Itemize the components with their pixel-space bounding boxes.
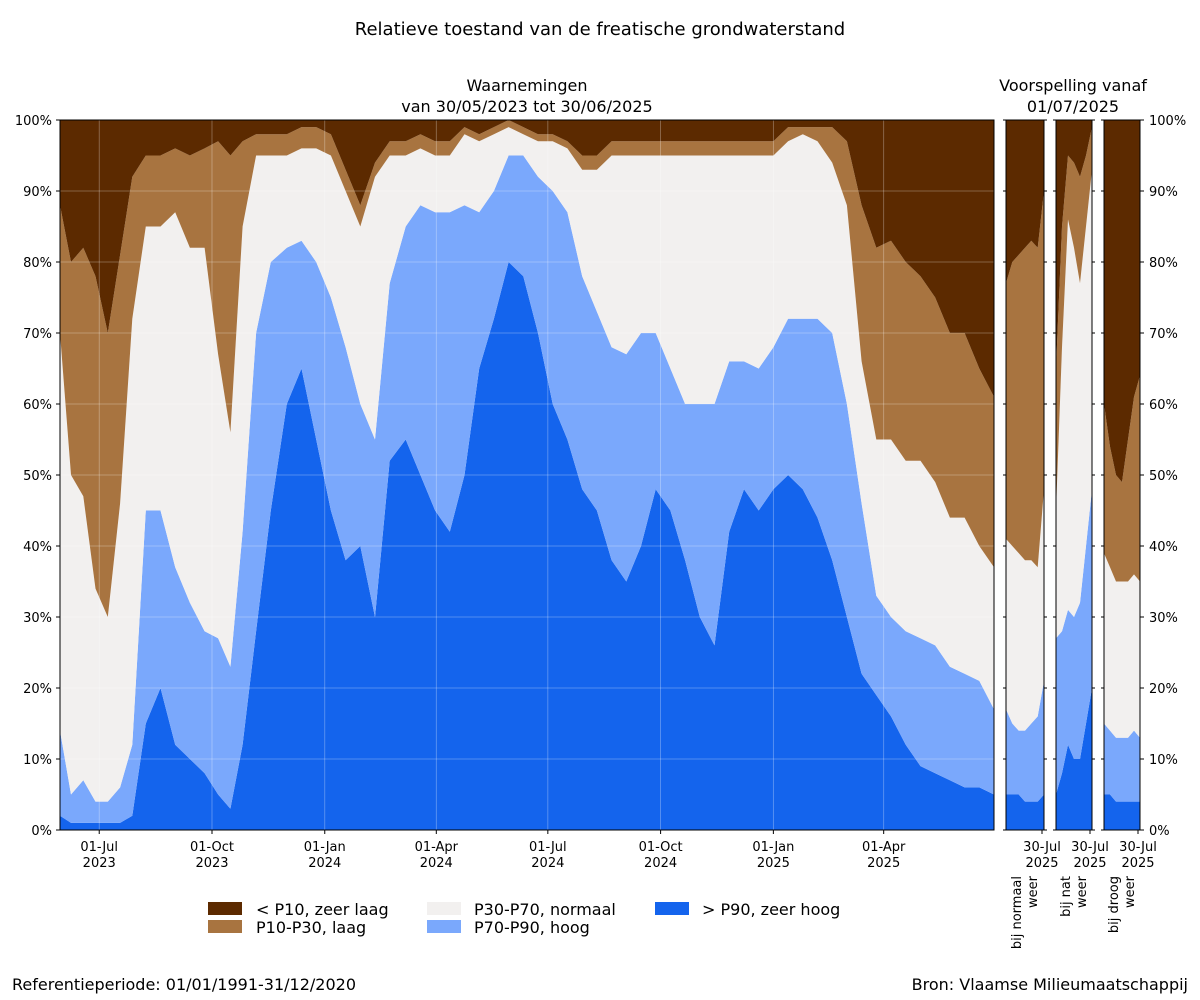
x-tick-label: 2025 [757, 856, 790, 871]
y-tick-label: 30% [1149, 611, 1178, 626]
x-tick-label: 01-Apr [862, 840, 906, 855]
x-tick-label: 2024 [420, 856, 453, 871]
y-tick-label: 100% [1149, 114, 1186, 129]
scenario-label: weer [1026, 875, 1041, 908]
y-tick-label: 70% [1149, 327, 1178, 342]
legend-swatch-laag [208, 920, 242, 933]
forecast-area-hoog [1104, 723, 1140, 802]
y-tick-label: 100% [15, 114, 52, 129]
x-tick-label: 2023 [83, 856, 116, 871]
y-tick-label: 60% [1149, 398, 1178, 413]
forecast-area-hoog [1006, 680, 1044, 802]
x-tick-label: 2024 [644, 856, 677, 871]
chart-title: Relatieve toestand van de freatische gro… [355, 19, 845, 40]
legend-swatch-normaal [427, 902, 461, 915]
scenario-label: weer [1123, 875, 1138, 908]
forecast-subtitle: 01/07/2025 [1027, 97, 1119, 116]
x-tick-label: 30-Jul [1071, 840, 1109, 855]
legend-swatch-hoog [427, 920, 461, 933]
forecast-area-normaal [1056, 169, 1092, 639]
x-tick-label: 01-Jan [752, 840, 794, 855]
legend-swatch-zeer-hoog [655, 902, 689, 915]
left-y-axis: 0% 10% 20% 30% 40% 50% 60% 70% 80% 90% 100% [15, 114, 60, 839]
x-tick-label: 30-Jul [1023, 840, 1061, 855]
legend-label: P10-P30, laag [256, 918, 366, 937]
reference-period-note: Referentieperiode: 01/01/1991-31/12/2020 [12, 975, 356, 994]
x-tick-label: 30-Jul [1119, 840, 1157, 855]
x-tick-label: 2025 [867, 856, 900, 871]
forecast-area-zeer-hoog [1104, 794, 1140, 830]
observations-plot: 01-Jul202301-Oct202301-Jan202401-Apr2024… [59, 119, 995, 871]
x-tick-label: 2024 [308, 856, 341, 871]
legend-label: P30-P70, normaal [474, 900, 616, 919]
forecast-area-zeer-laag [1006, 120, 1044, 284]
x-tick-label: 2025 [1073, 856, 1106, 871]
forecast-area-normaal [1104, 553, 1140, 738]
forecast-area-zeer-laag [1056, 120, 1092, 369]
x-tick-label: 2025 [1025, 856, 1058, 871]
y-tick-label: 30% [23, 611, 52, 626]
observations-area-zeer-hoog [60, 262, 994, 830]
legend-label: > P90, zeer hoog [702, 900, 840, 919]
source-note: Bron: Vlaamse Milieumaatschappij [912, 975, 1188, 994]
x-tick-label: 01-Jan [304, 840, 346, 855]
observations-area-hoog [60, 155, 994, 823]
forecast-title: Voorspelling vanaf [999, 76, 1147, 95]
forecast-area-laag [1006, 191, 1044, 568]
y-tick-label: 50% [23, 469, 52, 484]
y-tick-label: 20% [23, 682, 52, 697]
scenario-label: weer [1075, 875, 1090, 908]
y-tick-label: 90% [23, 185, 52, 200]
forecast-area-laag [1056, 127, 1092, 511]
y-tick-label: 80% [23, 256, 52, 271]
observations-title: Waarnemingen [467, 76, 588, 95]
y-tick-label: 20% [1149, 682, 1178, 697]
x-tick-label: 01-Apr [415, 840, 459, 855]
legend-label: < P10, zeer laag [256, 900, 389, 919]
scenario-label: bij nat [1059, 876, 1074, 917]
observations-subtitle: van 30/05/2023 tot 30/06/2025 [401, 97, 652, 116]
y-tick-label: 40% [23, 540, 52, 555]
y-tick-label: 80% [1149, 256, 1178, 271]
y-tick-label: 60% [23, 398, 52, 413]
legend-swatch-zeer-laag [208, 902, 242, 915]
y-tick-label: 10% [23, 753, 52, 768]
forecast-area-hoog [1056, 489, 1092, 795]
forecast-area-zeer-hoog [1006, 794, 1044, 830]
x-tick-label: 01-Oct [639, 840, 683, 855]
x-tick-label: 01-Jul [529, 840, 567, 855]
x-tick-label: 2025 [1121, 856, 1154, 871]
y-tick-label: 50% [1149, 469, 1178, 484]
observations-area-laag [60, 120, 994, 617]
y-tick-label: 0% [31, 824, 52, 839]
observations-area-normaal [60, 127, 994, 802]
forecast-area-zeer-laag [1104, 120, 1140, 483]
y-tick-label: 90% [1149, 185, 1178, 200]
x-tick-label: 01-Oct [190, 840, 234, 855]
y-tick-label: 0% [1149, 824, 1170, 839]
y-tick-label: 40% [1149, 540, 1178, 555]
y-tick-label: 70% [23, 327, 52, 342]
legend-label: P70-P90, hoog [474, 918, 590, 937]
x-tick-label: 01-Jul [80, 840, 118, 855]
x-tick-label: 2024 [531, 856, 564, 871]
right-y-axis: 0% 10% 20% 30% 40% 50% 60% 70% 80% 90% 100% [1003, 114, 1186, 839]
scenario-label: bij normaal [1010, 876, 1025, 949]
forecast-area-laag [1104, 375, 1140, 582]
y-tick-label: 10% [1149, 753, 1178, 768]
observations-area-zeer-laag [60, 120, 994, 397]
scenario-label: bij droog [1107, 876, 1122, 933]
x-tick-label: 2023 [195, 856, 228, 871]
